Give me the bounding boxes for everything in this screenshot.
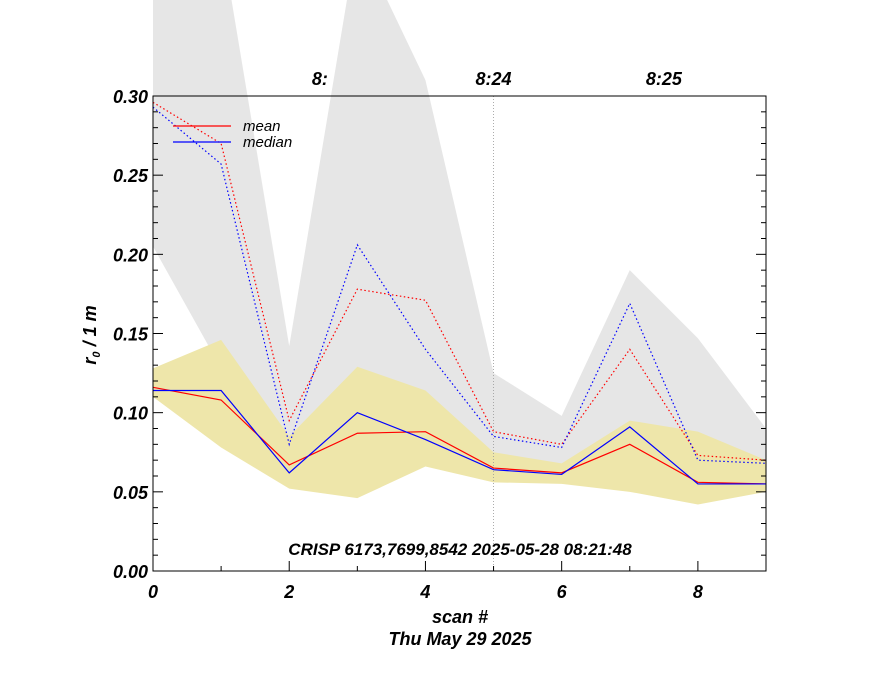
band-upper-range bbox=[153, 0, 766, 484]
x-tick-label: 4 bbox=[419, 582, 430, 602]
top-time-label: 8:25 bbox=[646, 69, 683, 89]
series-median-line bbox=[153, 389, 766, 485]
y-axis-label-suffix: / 1 m bbox=[80, 305, 100, 351]
top-time-label: 8: bbox=[312, 69, 328, 89]
y-axis-label: r0 / 1 m bbox=[80, 305, 103, 364]
y-tick-label: 0.05 bbox=[113, 483, 149, 503]
y-axis-label-subscript: 0 bbox=[91, 351, 103, 358]
x-tick-label: 2 bbox=[283, 582, 294, 602]
x-axis-label: scan # bbox=[432, 607, 488, 627]
y-tick-label: 0.15 bbox=[113, 325, 149, 345]
top-time-label: 8:24 bbox=[476, 69, 512, 89]
y-tick-label: 0.00 bbox=[113, 562, 148, 582]
y-axis-label-main: r bbox=[80, 357, 100, 365]
legend-mean-label: mean bbox=[243, 118, 281, 135]
y-tick-label: 0.25 bbox=[113, 166, 149, 186]
series-median-dotted-line bbox=[152, 106, 767, 464]
y-tick-label: 0.20 bbox=[113, 245, 148, 265]
x-tick-label: 6 bbox=[557, 582, 568, 602]
legend-median-label: median bbox=[243, 134, 292, 151]
annotation-text: CRISP 6173,7699,8542 2025-05-28 08:21:48 bbox=[288, 540, 632, 559]
band-lower-range bbox=[153, 339, 766, 505]
x-tick-label: 8 bbox=[693, 582, 703, 602]
y-tick-label: 0.10 bbox=[113, 404, 148, 424]
x-tick-label: 0 bbox=[148, 582, 158, 602]
date-label: Thu May 29 2025 bbox=[388, 629, 532, 649]
y-tick-label: 0.30 bbox=[113, 87, 148, 107]
